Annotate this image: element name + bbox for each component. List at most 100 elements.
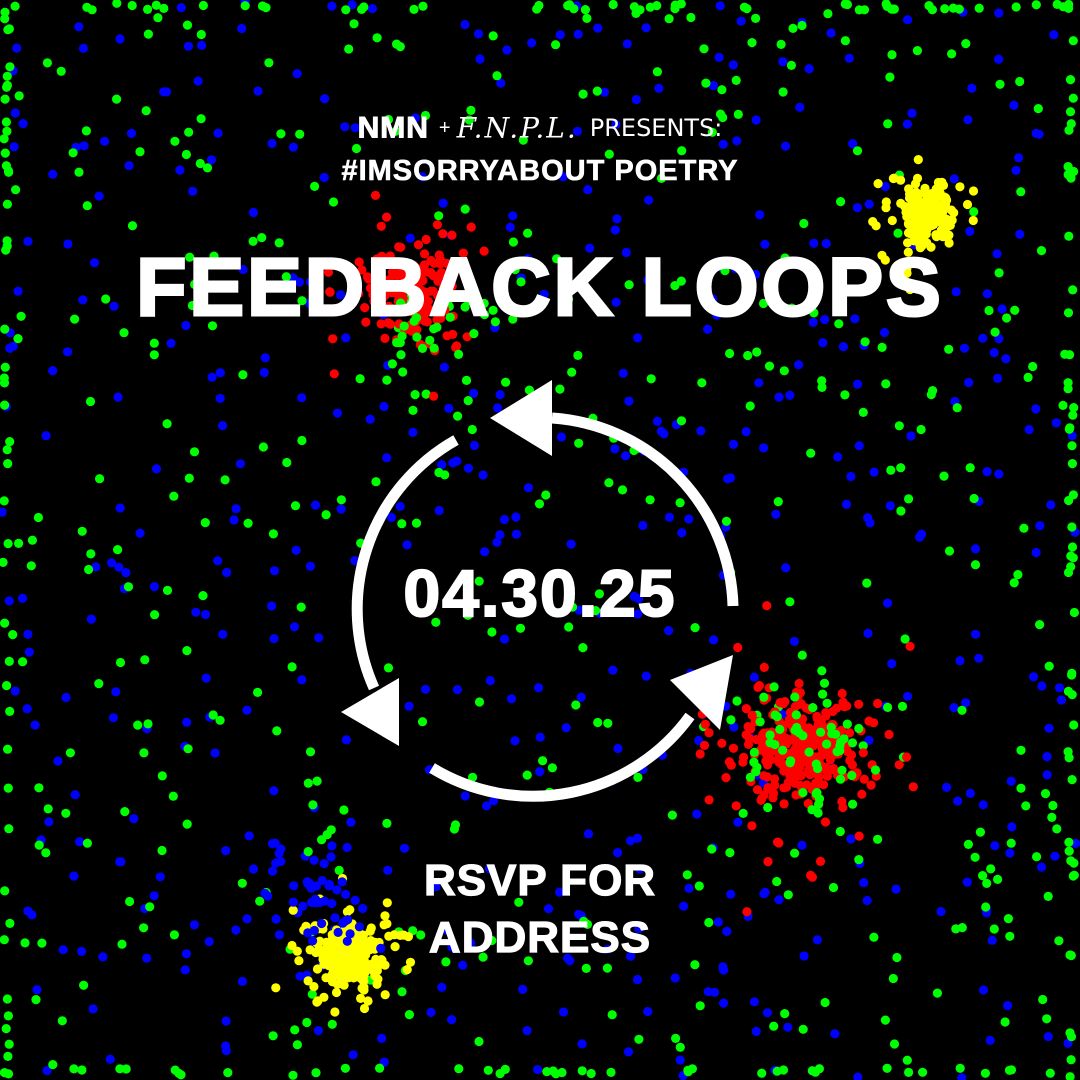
particle-dot bbox=[185, 252, 195, 262]
particle-dot bbox=[774, 392, 784, 402]
particle-dot bbox=[431, 882, 441, 892]
particle-dot bbox=[198, 591, 208, 601]
particle-dot bbox=[14, 538, 24, 549]
particle-dot bbox=[571, 700, 581, 710]
particle-dot bbox=[820, 997, 830, 1008]
particle-dot bbox=[475, 54, 485, 64]
particle-dot bbox=[70, 790, 80, 800]
particle-dot bbox=[840, 390, 850, 400]
particle-dot bbox=[696, 426, 706, 436]
particle-dot bbox=[739, 752, 749, 763]
particle-dot bbox=[433, 290, 443, 301]
particle-dot bbox=[1021, 801, 1031, 811]
particle-dot bbox=[420, 249, 430, 259]
particle-dot bbox=[14, 91, 24, 101]
particle-dot bbox=[725, 848, 735, 858]
particle-dot bbox=[121, 568, 131, 578]
particle-dot bbox=[905, 284, 915, 295]
particle-dot bbox=[253, 687, 263, 698]
particle-dot bbox=[437, 460, 447, 470]
particle-dot bbox=[420, 684, 431, 694]
particle-dot bbox=[931, 232, 942, 242]
particle-dot bbox=[679, 901, 689, 911]
particle-dot bbox=[918, 1067, 928, 1077]
particle-dot bbox=[804, 64, 814, 74]
particle-dot bbox=[1013, 570, 1023, 580]
particle-dot bbox=[321, 510, 331, 520]
particle-dot bbox=[780, 253, 790, 263]
particle-dot bbox=[340, 122, 350, 132]
particle-dot bbox=[515, 623, 526, 633]
particle-dot bbox=[56, 66, 66, 76]
particle-dot bbox=[1031, 547, 1041, 558]
particle-dot bbox=[604, 478, 614, 488]
particle-dot bbox=[429, 391, 439, 401]
particle-dot bbox=[376, 319, 386, 329]
particle-dot bbox=[18, 657, 28, 667]
particle-dot bbox=[288, 142, 298, 152]
particle-dot bbox=[423, 305, 433, 315]
particle-dot bbox=[803, 766, 813, 777]
particle-dot bbox=[27, 910, 37, 920]
rsvp-note: RSVP FOR ADDRESS bbox=[0, 852, 1080, 966]
particle-dot bbox=[215, 715, 225, 725]
particle-dot bbox=[885, 72, 895, 82]
particle-dot bbox=[733, 109, 743, 119]
particle-dot bbox=[815, 856, 826, 867]
particle-dot bbox=[968, 215, 978, 226]
particle-dot bbox=[1052, 0, 1062, 9]
particle-dot bbox=[865, 518, 875, 528]
particle-dot bbox=[771, 509, 781, 519]
particle-dot bbox=[572, 126, 583, 136]
particle-dot bbox=[238, 370, 248, 380]
particle-dot bbox=[887, 659, 897, 669]
particle-dot bbox=[785, 597, 795, 607]
particle-dot bbox=[327, 1019, 337, 1029]
particle-dot bbox=[953, 796, 963, 806]
particle-dot bbox=[1043, 1032, 1053, 1042]
particle-dot bbox=[1029, 672, 1039, 682]
particle-dot bbox=[970, 852, 980, 862]
particle-dot bbox=[1042, 752, 1052, 762]
particle-dot bbox=[353, 288, 364, 299]
particle-dot bbox=[0, 507, 7, 517]
particle-dot bbox=[88, 1004, 98, 1014]
particle-dot bbox=[573, 350, 583, 360]
particle-dot bbox=[139, 923, 149, 933]
particle-dot bbox=[1068, 36, 1078, 46]
particle-dot bbox=[907, 108, 917, 118]
particle-dot bbox=[213, 128, 223, 138]
particle-dot bbox=[962, 199, 973, 210]
particle-dot bbox=[1068, 871, 1078, 881]
particle-dot bbox=[1063, 567, 1074, 578]
particle-dot bbox=[751, 13, 761, 23]
particle-dot bbox=[993, 874, 1003, 885]
particle-dot bbox=[564, 622, 574, 632]
particle-dot bbox=[633, 609, 643, 619]
particle-dot bbox=[213, 556, 223, 566]
particle-dot bbox=[325, 287, 335, 297]
particle-dot bbox=[805, 296, 816, 306]
particle-dot bbox=[311, 1068, 321, 1078]
particle-dot bbox=[115, 857, 125, 867]
particle-dot bbox=[447, 1015, 457, 1025]
particle-dot bbox=[586, 1068, 596, 1079]
particle-dot bbox=[115, 657, 126, 668]
particle-dot bbox=[779, 799, 789, 809]
particle-dot bbox=[77, 1065, 87, 1075]
particle-dot bbox=[181, 149, 191, 160]
particle-dot bbox=[508, 314, 518, 324]
particle-dot bbox=[438, 198, 448, 208]
particle-dot bbox=[965, 788, 976, 799]
particle-dot bbox=[487, 935, 497, 946]
particle-dot bbox=[902, 268, 912, 278]
particle-dot bbox=[757, 1068, 767, 1078]
particle-dot bbox=[894, 760, 904, 770]
particle-dot bbox=[603, 944, 613, 954]
particle-dot bbox=[854, 699, 864, 709]
particle-dot bbox=[858, 741, 868, 751]
particle-dot bbox=[720, 266, 730, 276]
particle-dot bbox=[1066, 950, 1076, 961]
particle-dot bbox=[516, 277, 526, 287]
particle-dot bbox=[348, 1050, 358, 1060]
